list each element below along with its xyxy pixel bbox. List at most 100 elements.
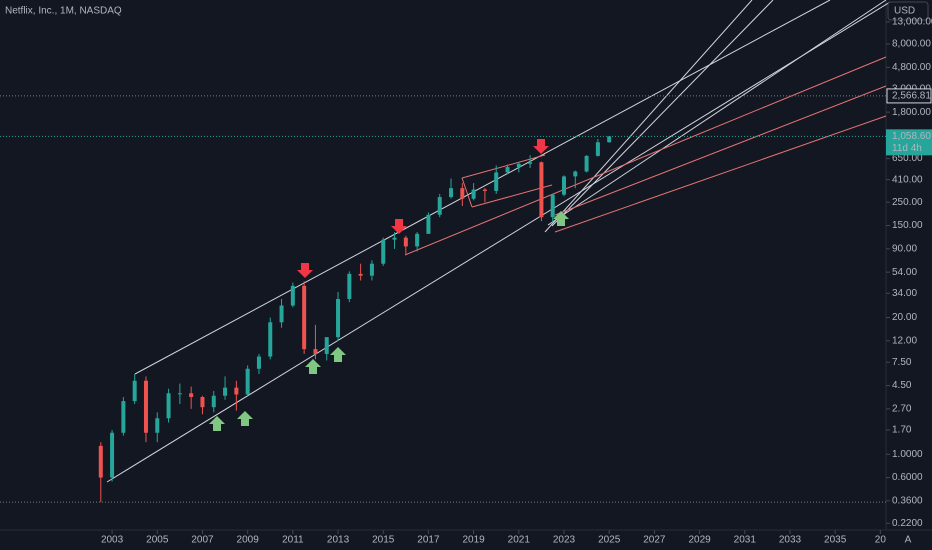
arrows bbox=[209, 139, 569, 431]
chart-title: Netflix, Inc., 1M, NASDAQ bbox=[5, 6, 122, 17]
y-tick-label: 0.2200 bbox=[892, 518, 923, 529]
trend-line bbox=[544, 0, 753, 233]
level-label: 2,566.81 bbox=[892, 91, 931, 102]
candle-body bbox=[313, 349, 318, 354]
up-arrow bbox=[209, 416, 225, 431]
x-tick-label: 20 bbox=[875, 535, 887, 546]
y-tick-label: 34.00 bbox=[892, 288, 917, 299]
currency-button[interactable] bbox=[887, 1, 929, 21]
candle-body bbox=[177, 393, 182, 395]
candle-body bbox=[223, 387, 228, 396]
channel-line bbox=[461, 154, 546, 179]
y-tick-label: 90.00 bbox=[892, 243, 917, 254]
up-arrow bbox=[553, 211, 569, 226]
x-tick-label: 2009 bbox=[237, 535, 260, 546]
candle-body bbox=[132, 380, 137, 402]
x-tick-label: 2015 bbox=[372, 535, 395, 546]
x-tick-label: 2023 bbox=[553, 535, 576, 546]
y-tick-label: 8,000.00 bbox=[892, 39, 931, 50]
candle-body bbox=[607, 136, 612, 143]
candle-body bbox=[482, 189, 487, 191]
candle-body bbox=[494, 172, 499, 191]
x-tick-label: 2029 bbox=[688, 535, 711, 546]
candle-body bbox=[302, 285, 307, 350]
x-tick-label: 2013 bbox=[327, 535, 350, 546]
y-tick-label: 12.00 bbox=[892, 335, 917, 346]
candle-body bbox=[211, 395, 216, 408]
x-tick-label: 2027 bbox=[643, 535, 666, 546]
channel-line bbox=[404, 56, 887, 256]
trend-line bbox=[551, 0, 774, 227]
y-tick-label: 13,000.00 bbox=[892, 17, 932, 28]
candle-body bbox=[516, 163, 521, 168]
y-tick-label: 7.50 bbox=[892, 357, 912, 368]
candle-body bbox=[189, 393, 194, 398]
down-arrow bbox=[391, 219, 407, 234]
candle-body bbox=[426, 214, 431, 234]
y-tick-label: 250.00 bbox=[892, 197, 923, 208]
channel-line bbox=[471, 184, 553, 208]
candle-body bbox=[245, 368, 250, 395]
candle-body bbox=[449, 188, 454, 198]
candle-body bbox=[143, 380, 148, 433]
candle-body bbox=[460, 188, 465, 199]
candle-body bbox=[471, 189, 476, 199]
candle-body bbox=[358, 273, 363, 276]
candle-body bbox=[268, 322, 273, 357]
x-tick-label: 2011 bbox=[282, 535, 304, 546]
candle-body bbox=[290, 285, 295, 306]
candle-body bbox=[166, 393, 171, 419]
candle-body bbox=[595, 142, 600, 156]
candle-body bbox=[381, 239, 386, 264]
currency-label[interactable]: USD bbox=[894, 6, 915, 17]
y-tick-label: 150.00 bbox=[892, 220, 923, 231]
candle-body bbox=[415, 233, 420, 247]
y-tick-label: 1.0000 bbox=[892, 449, 923, 460]
x-tick-label: 2033 bbox=[779, 535, 802, 546]
y-tick-label: 20.00 bbox=[892, 312, 917, 323]
countdown-label: 11d 4h bbox=[892, 143, 922, 154]
channel-line bbox=[461, 177, 473, 208]
candle-body bbox=[562, 176, 567, 195]
level-badge bbox=[886, 88, 932, 104]
candle-body bbox=[324, 337, 329, 354]
trend-line bbox=[547, 0, 887, 226]
channel-line bbox=[554, 115, 887, 233]
candle-body bbox=[528, 162, 533, 164]
y-tick-label: 54.00 bbox=[892, 267, 917, 278]
y-tick-label: 4.50 bbox=[892, 380, 912, 391]
candle-body bbox=[98, 445, 103, 478]
trend-line bbox=[134, 0, 831, 375]
x-tick-label: 2035 bbox=[824, 535, 847, 546]
candle-body bbox=[584, 155, 589, 172]
y-tick-label: 2.70 bbox=[892, 404, 912, 415]
candle-body bbox=[539, 162, 544, 218]
candle-body bbox=[369, 263, 374, 276]
y-tick-label: 410.00 bbox=[892, 174, 923, 185]
candle-body bbox=[336, 298, 341, 338]
down-arrow bbox=[533, 139, 549, 154]
candle-body bbox=[550, 194, 555, 218]
channel-line bbox=[554, 85, 887, 216]
y-tick-label: 1,800.00 bbox=[892, 107, 931, 118]
trend-lines bbox=[106, 0, 891, 483]
y-tick-label: 650.00 bbox=[892, 153, 923, 164]
candle-body bbox=[155, 418, 160, 433]
x-tick-label: 2005 bbox=[146, 535, 169, 546]
candle-body bbox=[437, 197, 442, 215]
y-tick-label: 4,800.00 bbox=[892, 62, 931, 73]
x-tick-label: 2007 bbox=[191, 535, 214, 546]
down-arrow bbox=[297, 263, 313, 278]
candle-body bbox=[110, 432, 115, 478]
y-tick-label: 0.3600 bbox=[892, 495, 923, 506]
y-tick-label: 1.70 bbox=[892, 425, 912, 436]
trend-line bbox=[106, 1, 891, 483]
autoscale-button[interactable]: A bbox=[905, 535, 912, 546]
candle-body bbox=[505, 167, 510, 173]
candle-body bbox=[256, 356, 261, 369]
y-tick-label: 0.6000 bbox=[892, 472, 923, 483]
up-arrow bbox=[330, 347, 346, 362]
up-arrow bbox=[305, 359, 321, 374]
